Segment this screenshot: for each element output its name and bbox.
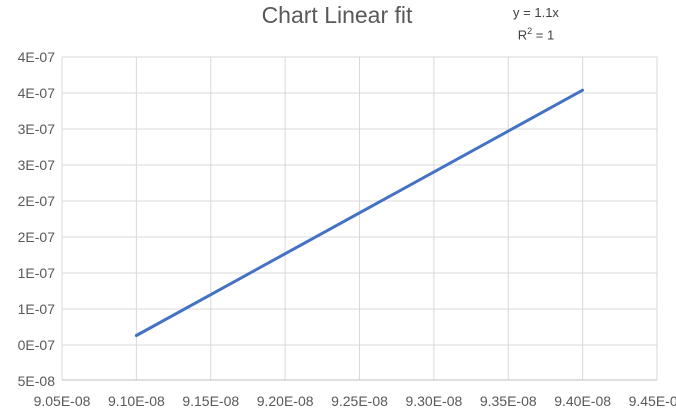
trendline-label: y = 1.1x R2 = 1 [486, 4, 586, 44]
x-tick-label: 9.35E-08 [480, 393, 537, 406]
y-tick-label: 3E-07 [18, 121, 56, 137]
x-tick-label: 9.05E-08 [34, 393, 91, 406]
y-tick-label: 2E-07 [18, 229, 56, 245]
x-tick-label: 9.10E-08 [108, 393, 165, 406]
trendline-r-squared: R2 = 1 [517, 26, 555, 43]
y-tick-label: 1E-07 [18, 265, 56, 281]
x-tick-label: 9.15E-08 [182, 393, 239, 406]
y-tick-label: 0E-07 [18, 337, 56, 353]
series-line [134, 88, 585, 337]
y-tick-label: 3E-07 [18, 157, 56, 173]
y-tick-label: 1E-07 [18, 301, 56, 317]
trendline-equation: y = 1.1x [513, 5, 559, 20]
chart-title: Chart Linear fit [261, 2, 413, 28]
y-tick-label: 4E-07 [18, 85, 56, 101]
y-tick-label: 2E-07 [18, 193, 56, 209]
x-tick-label: 9.45E-08 [629, 393, 676, 406]
x-tick-label: 9.40E-08 [554, 393, 611, 406]
x-tick-label: 9.20E-08 [257, 393, 314, 406]
y-tick-label: 4E-07 [18, 49, 56, 65]
x-tick-label: 9.25E-08 [331, 393, 388, 406]
y-tick-label: 5E-08 [18, 373, 56, 389]
x-tick-label: 9.30E-08 [405, 393, 462, 406]
